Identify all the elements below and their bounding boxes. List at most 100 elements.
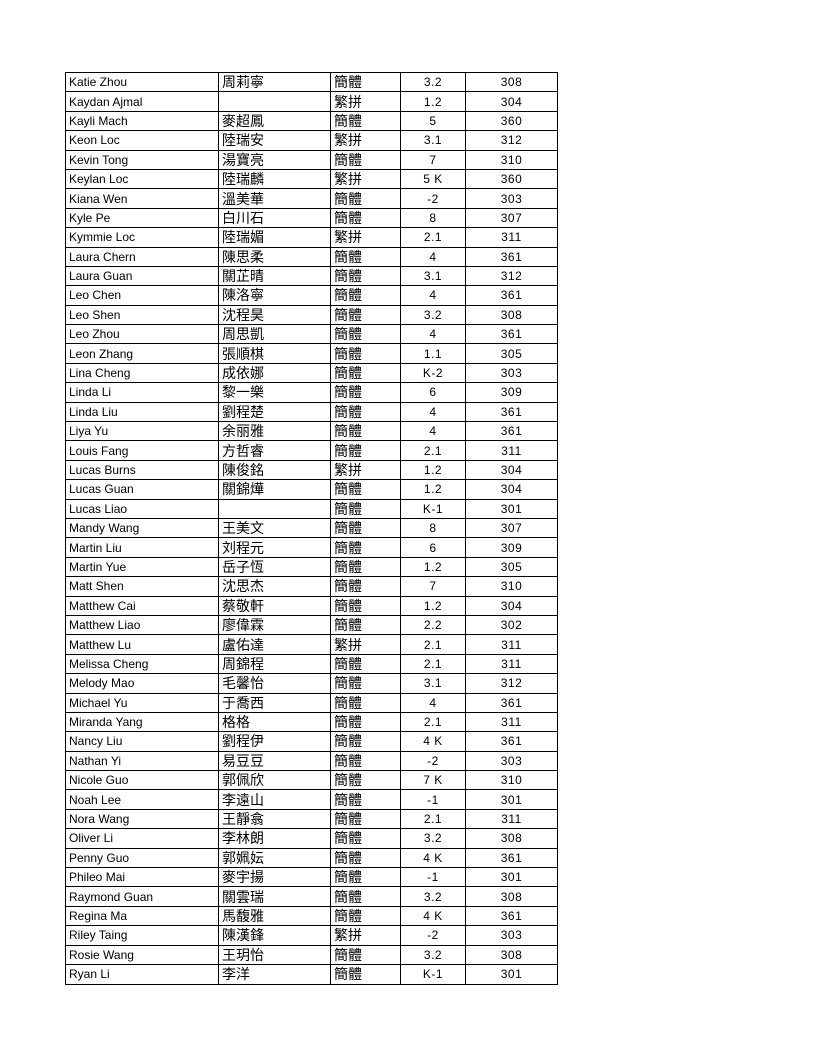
cell-chinese-name: 陸瑞安 (218, 130, 331, 151)
cell-script-type: 簡體 (330, 731, 401, 752)
cell-script-type: 繁拼 (330, 634, 401, 655)
cell-script-type: 簡體 (330, 905, 401, 927)
table-row: Lucas Guan 關錦燁 簡體 1.2 304 (65, 479, 558, 500)
cell-chinese-name: 格格 (218, 711, 331, 733)
cell-script-type: 簡體 (330, 71, 401, 93)
cell-grade-level: -2 (400, 925, 466, 946)
cell-script-type: 簡體 (330, 285, 401, 306)
table-row: Laura Chern 陳思柔 簡體 4 361 (65, 246, 558, 267)
cell-english-name: Riley Taing (65, 925, 219, 946)
cell-grade-level: 4 (400, 246, 466, 267)
cell-script-type: 簡體 (330, 828, 401, 849)
cell-grade-level: 4 (400, 324, 466, 345)
cell-english-name: Laura Guan (65, 265, 219, 287)
cell-room-number: 301 (465, 867, 558, 888)
table-row: Kymmie Loc 陸瑞媚 繁拼 2.1 311 (65, 227, 558, 248)
cell-room-number: 303 (465, 188, 558, 209)
cell-english-name: Lucas Liao (65, 498, 219, 519)
cell-room-number: 303 (465, 362, 558, 384)
cell-script-type: 簡體 (330, 556, 401, 578)
cell-grade-level: 3.1 (400, 673, 466, 694)
cell-english-name: Kayli Mach (65, 110, 219, 132)
cell-script-type: 簡體 (330, 207, 401, 229)
table-row: Kayli Mach 麥超鳳 簡體 5 360 (65, 110, 558, 132)
cell-grade-level: 3.2 (400, 886, 466, 907)
cell-grade-level: 3.2 (400, 828, 466, 849)
cell-chinese-name: 周莉寧 (218, 71, 331, 93)
table-row: Nora Wang 王靜翕 簡體 2.1 311 (65, 808, 558, 830)
cell-script-type: 簡體 (330, 440, 401, 461)
cell-english-name: Leon Zhang (65, 343, 219, 364)
cell-script-type: 簡體 (330, 421, 401, 442)
cell-grade-level: 5 (400, 110, 466, 132)
table-row: Lucas Liao 簡體 K-1 301 (65, 498, 558, 519)
table-row: Leon Zhang 張順棋 簡體 1.1 305 (65, 343, 558, 364)
cell-room-number: 361 (465, 421, 558, 442)
cell-room-number: 312 (465, 673, 558, 694)
cell-english-name: Leo Chen (65, 285, 219, 306)
cell-chinese-name: 王靜翕 (218, 808, 331, 830)
cell-chinese-name: 湯寶亮 (218, 149, 331, 170)
cell-chinese-name: 黎一樂 (218, 382, 331, 403)
cell-script-type: 簡體 (330, 246, 401, 267)
cell-room-number: 361 (465, 905, 558, 927)
cell-chinese-name: 麥超鳳 (218, 110, 331, 132)
cell-room-number: 309 (465, 537, 558, 558)
cell-english-name: Linda Liu (65, 401, 219, 423)
cell-grade-level: 3.2 (400, 944, 466, 965)
cell-script-type: 簡體 (330, 304, 401, 326)
cell-room-number: 308 (465, 944, 558, 965)
cell-chinese-name: 王玥怡 (218, 944, 331, 965)
cell-chinese-name: 關錦燁 (218, 479, 331, 500)
cell-english-name: Louis Fang (65, 440, 219, 461)
cell-chinese-name: 溫美華 (218, 188, 331, 209)
cell-script-type: 簡體 (330, 770, 401, 791)
cell-room-number: 361 (465, 847, 558, 869)
table-row: Melody Mao 毛馨怡 簡體 3.1 312 (65, 673, 558, 694)
cell-script-type: 簡體 (330, 401, 401, 423)
cell-grade-level: -2 (400, 188, 466, 209)
cell-room-number: 311 (465, 227, 558, 248)
cell-room-number: 304 (465, 91, 558, 112)
cell-room-number: 361 (465, 731, 558, 752)
cell-chinese-name: 周思凱 (218, 324, 331, 345)
cell-grade-level: K-2 (400, 362, 466, 384)
cell-grade-level: 4 K (400, 847, 466, 869)
table-row: Leo Zhou 周思凱 簡體 4 361 (65, 324, 558, 345)
cell-room-number: 307 (465, 517, 558, 539)
cell-grade-level: -1 (400, 867, 466, 888)
cell-room-number: 303 (465, 750, 558, 772)
table-row: Linda Liu 劉程楚 簡體 4 361 (65, 401, 558, 423)
cell-chinese-name: 王美文 (218, 517, 331, 539)
cell-english-name: Martin Yue (65, 556, 219, 578)
table-row: Martin Yue 岳子恆 簡體 1.2 305 (65, 556, 558, 578)
cell-chinese-name: 陳洛寧 (218, 285, 331, 306)
cell-grade-level: 6 (400, 537, 466, 558)
table-row: Lucas Burns 陳俊銘 繁拼 1.2 304 (65, 459, 558, 481)
cell-script-type: 繁拼 (330, 925, 401, 946)
cell-chinese-name: 陳思柔 (218, 246, 331, 267)
cell-chinese-name: 岳子恆 (218, 556, 331, 578)
cell-script-type: 繁拼 (330, 91, 401, 112)
cell-room-number: 361 (465, 285, 558, 306)
table-row: Miranda Yang 格格 簡體 2.1 311 (65, 711, 558, 733)
cell-room-number: 301 (465, 963, 558, 986)
cell-script-type: 繁拼 (330, 168, 401, 190)
cell-script-type: 簡體 (330, 692, 401, 713)
table-row: Matthew Liao 廖偉霖 簡體 2.2 302 (65, 614, 558, 636)
cell-grade-level: -1 (400, 789, 466, 810)
cell-room-number: 360 (465, 110, 558, 132)
cell-script-type: 簡體 (330, 847, 401, 869)
cell-room-number: 361 (465, 401, 558, 423)
table-row: Katie Zhou 周莉寧 簡體 3.2 308 (65, 71, 558, 93)
cell-room-number: 312 (465, 130, 558, 151)
table-row: Noah Lee 李遠山 簡體 -1 301 (65, 789, 558, 810)
table-row: Penny Guo 郭姵妘 簡體 4 K 361 (65, 847, 558, 869)
cell-chinese-name: 郭佩欣 (218, 770, 331, 791)
cell-chinese-name: 盧佑達 (218, 634, 331, 655)
table-row: Nicole Guo 郭佩欣 簡體 7 K 310 (65, 770, 558, 791)
cell-chinese-name: 白川石 (218, 207, 331, 229)
cell-chinese-name: 劉程楚 (218, 401, 331, 423)
cell-grade-level: 6 (400, 382, 466, 403)
cell-grade-level: 4 (400, 692, 466, 713)
